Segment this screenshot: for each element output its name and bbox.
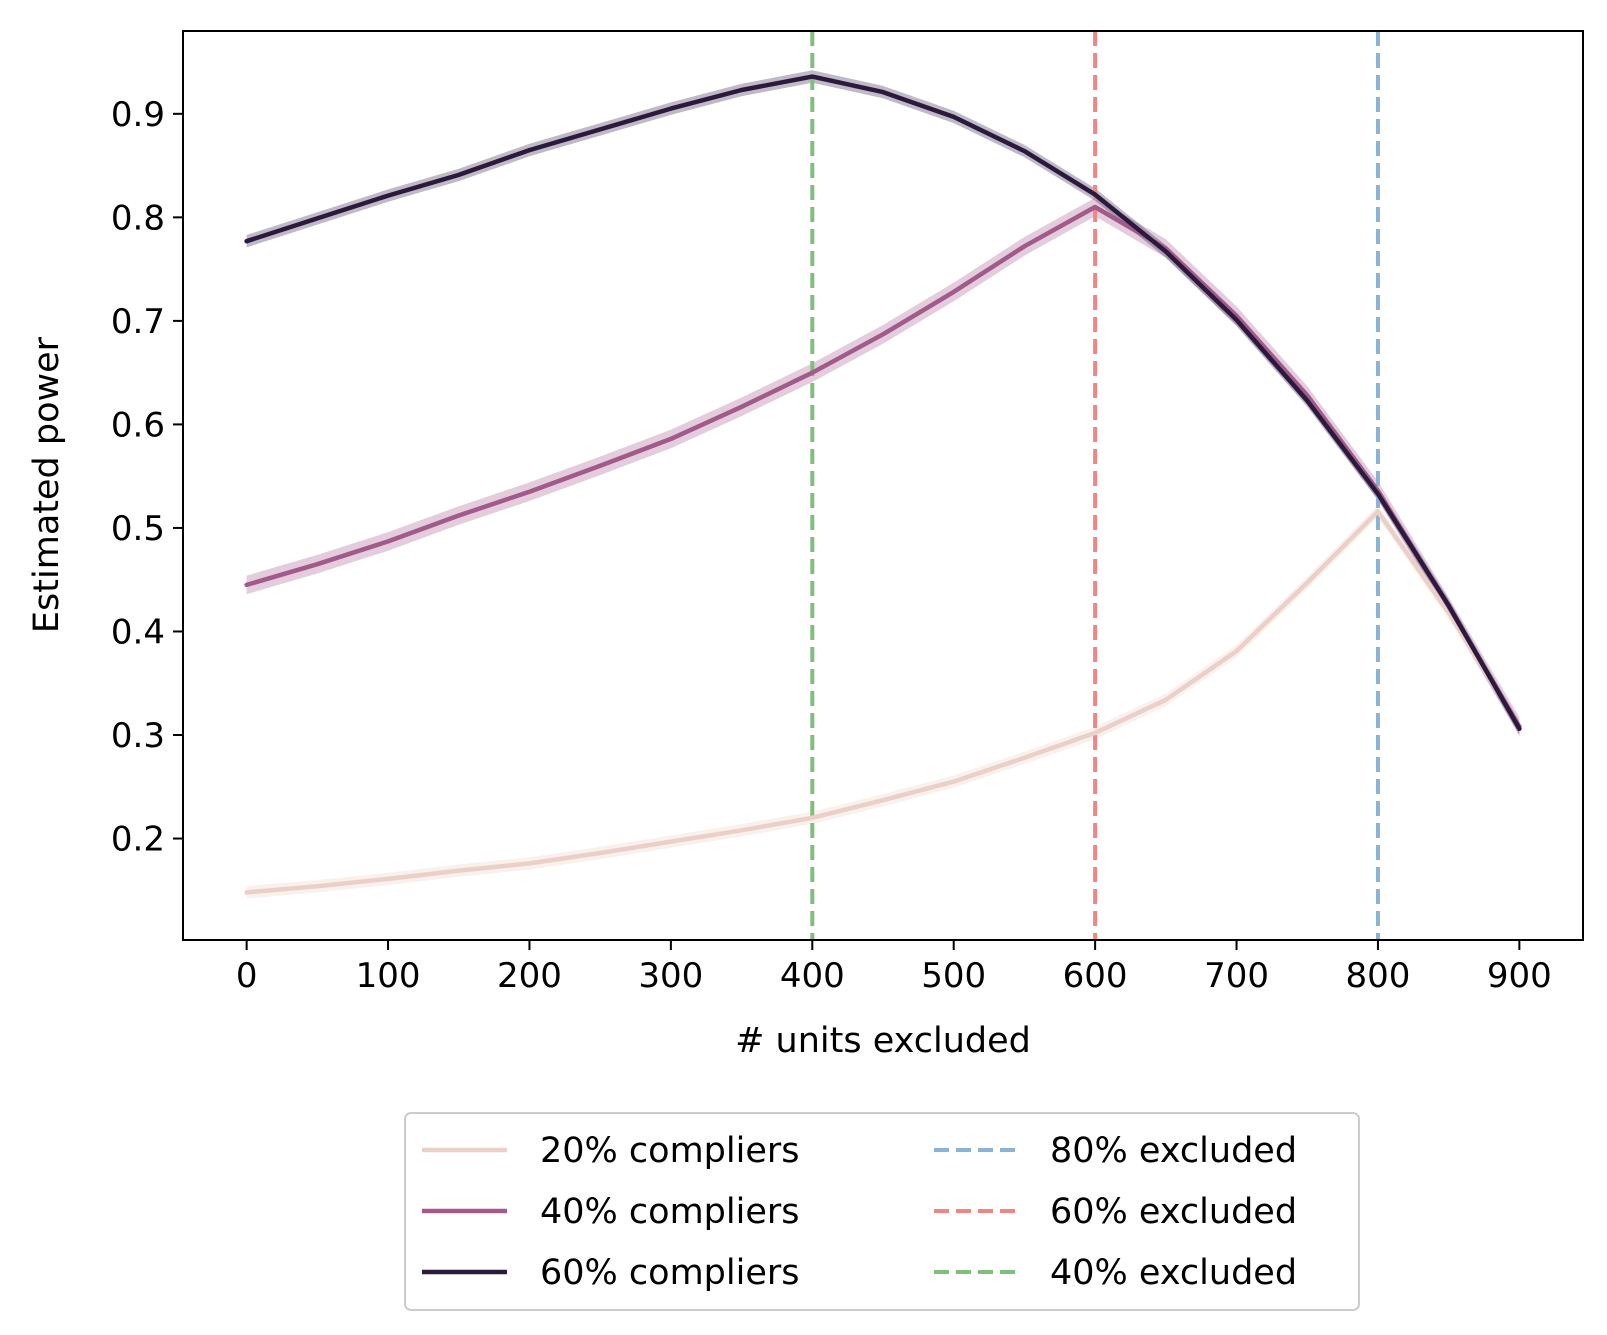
confidence-band-3 (246, 70, 1520, 736)
reference-lines (810, 31, 1380, 940)
y-tick-label: 0.8 (111, 198, 165, 238)
y-tick-label: 0.3 (111, 716, 165, 756)
plot-area (244, 31, 1522, 940)
x-tick-label: 800 (1345, 956, 1410, 996)
y-axis-label: Estimated power (27, 336, 67, 633)
y-tick-label: 0.9 (111, 95, 165, 135)
legend: 20% compliers 40% compliers 60% compliers 8… (404, 1112, 1360, 1311)
x-tick-label: 600 (1063, 956, 1128, 996)
x-tick-label: 0 (236, 956, 258, 996)
y-tick-label: 0.5 (111, 509, 165, 549)
x-tick-label: 700 (1204, 956, 1269, 996)
y-tick-label: 0.4 (111, 612, 165, 652)
confidence-bands (246, 70, 1520, 899)
x-tick-label: 200 (497, 956, 562, 996)
legend-label: 80% excluded (1050, 1131, 1297, 1171)
confidence-band-2 (246, 197, 1520, 736)
plot-frame (182, 30, 1584, 941)
series-line-1 (244, 509, 1522, 895)
legend-label: 60% excluded (1050, 1192, 1297, 1232)
legend-label: 20% compliers (540, 1131, 800, 1171)
x-tick-label: 400 (780, 956, 845, 996)
x-axis-label: # units excluded (735, 1021, 1031, 1061)
series-lines (244, 74, 1522, 895)
x-tick-label: 500 (921, 956, 986, 996)
y-tick-label: 0.7 (111, 302, 165, 342)
x-tick-label: 300 (638, 956, 703, 996)
x-tick-label: 900 (1487, 956, 1552, 996)
legend-label: 60% compliers (540, 1253, 800, 1293)
legend-frame (404, 1112, 1360, 1311)
legend-label: 40% excluded (1050, 1253, 1297, 1293)
series-line-3 (244, 74, 1522, 732)
x-tick-label: 100 (356, 956, 421, 996)
y-axis-ticks: 0.2 0.3 0.4 0.5 0.6 0.7 0.8 0.9 (111, 95, 183, 860)
legend-label: 40% compliers (540, 1192, 800, 1232)
x-axis-ticks: 0 100 200 300 400 500 600 700 800 900 (236, 940, 1552, 996)
series-line-2 (244, 204, 1522, 729)
y-tick-label: 0.6 (111, 405, 165, 445)
y-tick-label: 0.2 (111, 820, 165, 860)
